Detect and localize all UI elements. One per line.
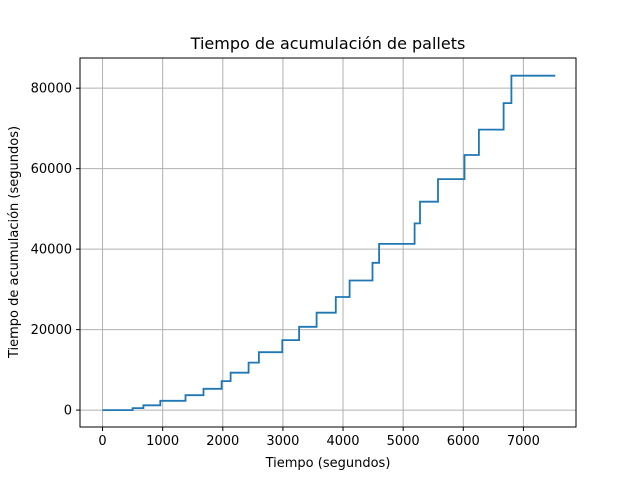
x-tick-label: 1000 bbox=[146, 434, 179, 449]
x-tick-label: 3000 bbox=[266, 434, 299, 449]
x-tick-label: 4000 bbox=[326, 434, 359, 449]
x-tick-label: 2000 bbox=[206, 434, 239, 449]
y-tick-label: 40000 bbox=[31, 243, 72, 258]
y-tick-label: 20000 bbox=[31, 323, 72, 338]
x-tick-label: 6000 bbox=[447, 434, 480, 449]
series bbox=[102, 74, 556, 411]
y-axis-label: Tiempo de acumulación (segundos) bbox=[7, 126, 22, 359]
x-tick-label: 0 bbox=[98, 434, 106, 449]
series-line bbox=[102, 74, 556, 411]
y-axis-ticks: 0 20000 40000 60000 80000 bbox=[31, 82, 80, 419]
x-axis-label: Tiempo (segundos) bbox=[265, 456, 391, 471]
chart-title: Tiempo de acumulación de pallets bbox=[190, 34, 466, 53]
grid bbox=[80, 58, 576, 427]
plot-frame bbox=[79, 57, 577, 428]
x-tick-label: 5000 bbox=[387, 434, 420, 449]
y-tick-label: 80000 bbox=[31, 82, 72, 97]
y-tick-label: 60000 bbox=[31, 162, 72, 177]
y-tick-label: 0 bbox=[64, 404, 72, 419]
plot-background bbox=[80, 58, 576, 427]
x-tick-label: 7000 bbox=[507, 434, 540, 449]
x-axis-ticks: 0 1000 2000 3000 4000 5000 6000 7000 bbox=[98, 427, 540, 449]
